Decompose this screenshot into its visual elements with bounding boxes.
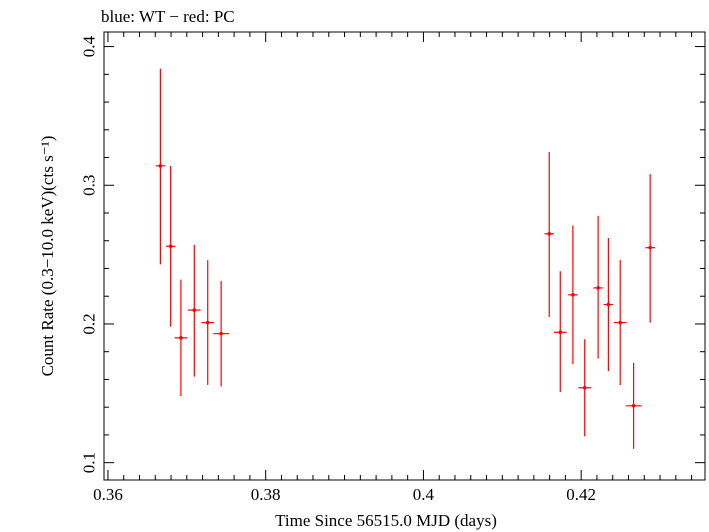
data-point	[187, 244, 201, 377]
y-tick-label: 0.2	[80, 313, 99, 334]
x-tick-label: 0.42	[566, 485, 596, 504]
data-point	[603, 237, 614, 372]
data-marker	[219, 331, 223, 336]
x-axis: 0.36 0.38 0.4 0.42	[93, 32, 693, 504]
x-tick-label: 0.38	[251, 485, 281, 504]
data-point	[155, 68, 166, 265]
data-point	[201, 260, 215, 385]
y-axis: 0.1 0.2 0.3 0.4	[80, 35, 705, 473]
plot-frame	[103, 31, 706, 481]
data-point	[578, 339, 592, 437]
x-tick-label: 0.4	[413, 485, 435, 504]
data-marker	[558, 330, 563, 335]
data-marker	[618, 320, 623, 325]
data-point	[568, 225, 578, 365]
y-tick-label: 0.4	[80, 35, 99, 57]
data-marker	[547, 232, 552, 236]
data-point	[625, 362, 642, 449]
data-marker	[596, 286, 600, 290]
data-series-pc	[155, 68, 655, 449]
data-point	[213, 280, 230, 387]
data-point	[544, 151, 554, 318]
y-tick-label: 0.3	[80, 175, 99, 196]
data-marker	[192, 308, 197, 312]
data-point	[553, 271, 567, 392]
y-axis-label: Count Rate (0.3−10.0 keV)(cts s⁻¹)	[38, 136, 57, 377]
data-marker	[179, 336, 183, 340]
data-marker	[606, 302, 611, 307]
data-marker	[158, 164, 163, 168]
data-point	[613, 260, 627, 385]
data-point	[645, 174, 655, 323]
data-marker	[631, 403, 636, 408]
data-marker	[571, 293, 575, 297]
chart-title: blue: WT − red: PC	[101, 7, 235, 26]
data-point	[165, 165, 176, 327]
data-marker	[168, 244, 173, 249]
x-tick-label: 0.36	[93, 485, 123, 504]
data-marker	[582, 385, 587, 390]
data-point	[593, 215, 603, 359]
data-point	[174, 279, 188, 397]
x-axis-label: Time Since 56515.0 MJD (days)	[275, 511, 497, 530]
data-marker	[205, 320, 210, 325]
data-marker	[648, 245, 652, 250]
y-tick-label: 0.1	[80, 452, 99, 473]
